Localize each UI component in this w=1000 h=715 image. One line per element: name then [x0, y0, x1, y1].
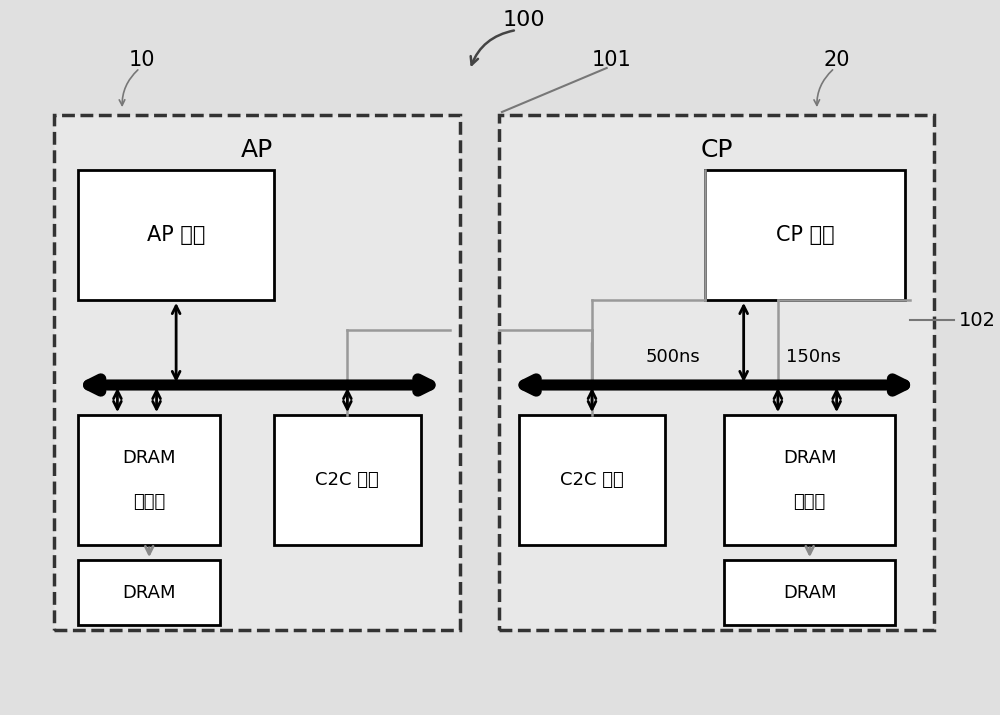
Bar — [78, 560, 220, 625]
Bar — [78, 170, 274, 300]
Text: 控制器: 控制器 — [133, 493, 165, 511]
Text: C2C 接口: C2C 接口 — [315, 471, 379, 489]
Text: 102: 102 — [959, 310, 996, 330]
Text: DRAM: DRAM — [783, 449, 836, 467]
Text: DRAM: DRAM — [783, 583, 836, 601]
Text: 500ns: 500ns — [646, 348, 701, 366]
Bar — [274, 415, 421, 545]
Bar — [724, 560, 895, 625]
Text: 20: 20 — [823, 50, 850, 70]
Text: 10: 10 — [129, 50, 155, 70]
Text: 控制器: 控制器 — [794, 493, 826, 511]
Text: 150ns: 150ns — [786, 348, 841, 366]
Text: CP 系统: CP 系统 — [776, 225, 834, 245]
Bar — [499, 115, 934, 630]
Bar — [705, 170, 905, 300]
Bar — [78, 415, 220, 545]
Text: DRAM: DRAM — [122, 583, 176, 601]
Text: C2C 接口: C2C 接口 — [560, 471, 624, 489]
Bar — [54, 115, 460, 630]
Bar — [519, 415, 665, 545]
Text: 100: 100 — [502, 10, 545, 30]
Text: 101: 101 — [592, 50, 631, 70]
Text: DRAM: DRAM — [122, 449, 176, 467]
Text: CP: CP — [701, 138, 733, 162]
Text: AP 系统: AP 系统 — [147, 225, 205, 245]
Bar — [724, 415, 895, 545]
Text: AP: AP — [241, 138, 273, 162]
